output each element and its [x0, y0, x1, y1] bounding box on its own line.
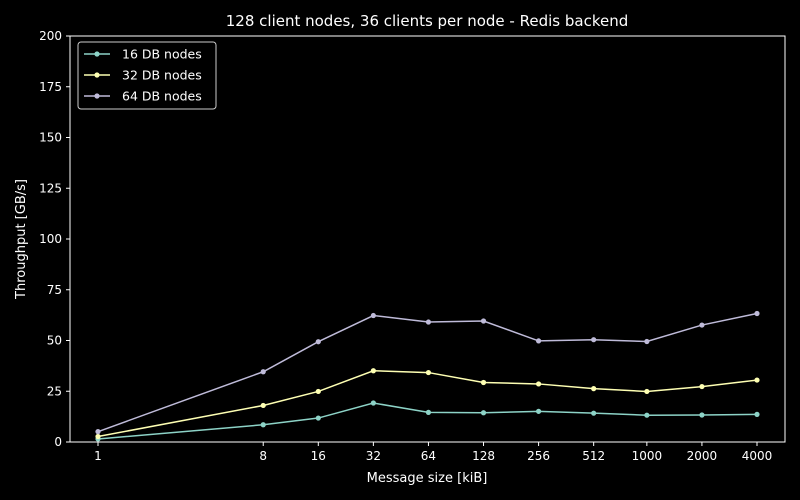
data-point	[315, 339, 321, 345]
data-point	[425, 409, 432, 415]
y-tick-label: 200	[39, 29, 62, 43]
data-point	[644, 338, 650, 345]
legend-label: 16 DB nodes	[122, 47, 202, 62]
data-point	[370, 368, 376, 374]
series-layer	[95, 310, 760, 442]
legend-marker	[94, 93, 100, 99]
data-point	[95, 433, 101, 440]
data-point	[260, 369, 266, 375]
data-point	[591, 410, 597, 416]
data-point	[425, 319, 432, 325]
data-point	[95, 429, 101, 435]
data-point	[370, 400, 376, 406]
data-point	[644, 412, 650, 418]
data-point	[535, 338, 542, 344]
y-tick-label: 25	[47, 384, 62, 398]
data-point	[699, 412, 705, 418]
legend-label: 64 DB nodes	[122, 89, 202, 104]
x-ticks: 1 8 16 32 64 128 256 512 1000 2000 4000	[94, 442, 772, 463]
data-point	[315, 415, 321, 421]
series-line	[97, 402, 758, 440]
y-axis-label: Throughput [GB/s]	[14, 179, 29, 300]
legend: 16 DB nodes 32 DB nodes 64 DB nodes	[77, 41, 217, 110]
y-ticks: 0 25 50 75 100 125 150 175 200	[39, 29, 70, 449]
x-tick-label: 256	[527, 449, 550, 463]
legend-marker	[94, 51, 100, 57]
y-tick-label: 175	[39, 80, 62, 94]
x-tick-label: 512	[582, 449, 605, 463]
legend-marker	[94, 72, 100, 78]
data-point	[315, 388, 321, 395]
data-point	[754, 310, 760, 317]
legend-label: 32 DB nodes	[122, 68, 202, 83]
x-tick-label: 32	[366, 449, 381, 463]
y-tick-label: 75	[47, 283, 62, 297]
data-point	[699, 322, 705, 328]
y-tick-label: 100	[39, 232, 62, 246]
data-point	[425, 369, 432, 376]
x-tick-label: 4000	[742, 449, 773, 463]
series-2	[95, 368, 760, 440]
y-tick-label: 125	[39, 181, 62, 195]
x-axis-label: Message size [kiB]	[367, 471, 488, 486]
data-point	[699, 383, 705, 390]
y-tick-label: 50	[47, 334, 62, 348]
x-tick-label: 16	[311, 449, 326, 463]
series-3	[95, 310, 760, 435]
x-tick-label: 1	[94, 449, 102, 463]
x-tick-label: 128	[472, 449, 495, 463]
y-tick-label: 0	[54, 435, 62, 449]
data-point	[480, 318, 487, 324]
chart-title: 128 client nodes, 36 clients per node - …	[226, 12, 628, 30]
data-point	[644, 388, 650, 395]
data-point	[260, 402, 266, 409]
data-point	[754, 411, 760, 417]
series-line	[97, 369, 758, 438]
data-point	[754, 377, 760, 383]
series-1	[95, 400, 760, 442]
data-point	[370, 312, 376, 319]
legend-box	[77, 41, 217, 110]
y-tick-label: 150	[39, 131, 62, 145]
data-point	[480, 410, 487, 416]
data-point	[591, 337, 597, 343]
data-point	[535, 408, 542, 414]
data-point	[480, 379, 487, 386]
data-point	[591, 386, 597, 392]
x-tick-label: 2000	[687, 449, 718, 463]
x-tick-label: 8	[259, 449, 267, 463]
data-point	[535, 381, 542, 387]
x-tick-label: 64	[421, 449, 436, 463]
x-tick-label: 1000	[632, 449, 663, 463]
data-point	[260, 422, 266, 428]
